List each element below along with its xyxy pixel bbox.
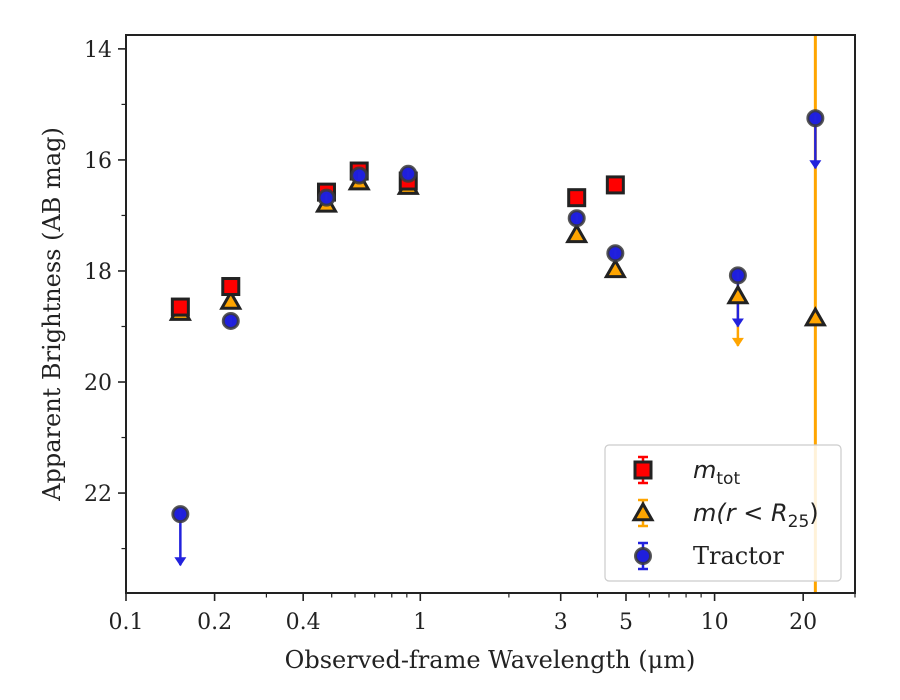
x-tick-label: 0.1 [109, 610, 144, 635]
series-circle [171, 109, 825, 524]
y-tick-label: 16 [84, 149, 112, 174]
x-axis-title: Observed-frame Wavelength (μm) [285, 646, 696, 674]
y-tick-label: 18 [84, 260, 112, 285]
x-tick-label: 0.2 [197, 610, 232, 635]
upper-limit-arrow-head [809, 160, 822, 170]
x-tick-label: 0.4 [286, 610, 321, 635]
x-tick-label: 3 [554, 610, 568, 635]
axis-ticks: 0.1 0.2 0.4 1 3 5 10 20 14 16 18 20 22 [84, 38, 856, 635]
y-axis-title: Apparent Brightness (AB mag) [38, 127, 66, 502]
legend-item: mtot [633, 455, 740, 489]
legend-item: m(r < R25) [631, 498, 819, 532]
upper-limit-arrow-head [174, 557, 187, 567]
legend-box [604, 444, 842, 582]
legend-item: Tractor [634, 541, 784, 571]
legend-marker-square [633, 460, 653, 480]
y-tick-label: 14 [84, 38, 112, 63]
legend-marker-triangle [631, 500, 655, 522]
x-tick-label: 10 [701, 610, 729, 635]
legend-label: Tractor [693, 542, 784, 570]
upper-limit-arrow-head [731, 318, 744, 328]
legend-marker-circle [634, 547, 652, 565]
plot-area [168, 35, 827, 593]
legend-label: m(r < R25) [693, 499, 819, 532]
y-tick-label: 20 [84, 371, 112, 396]
series-triangle [168, 170, 827, 327]
series-square [170, 161, 625, 317]
x-tick-label: 5 [619, 610, 633, 635]
y-tick-label: 22 [84, 482, 112, 507]
axes-frame [125, 34, 856, 594]
legend-label: mtot [693, 456, 740, 489]
x-tick-label: 1 [413, 610, 427, 635]
x-tick-label: 20 [789, 610, 817, 635]
legend: mtot m(r < R25) Tractor [604, 444, 842, 582]
upper-limit-arrow-head [731, 337, 744, 347]
